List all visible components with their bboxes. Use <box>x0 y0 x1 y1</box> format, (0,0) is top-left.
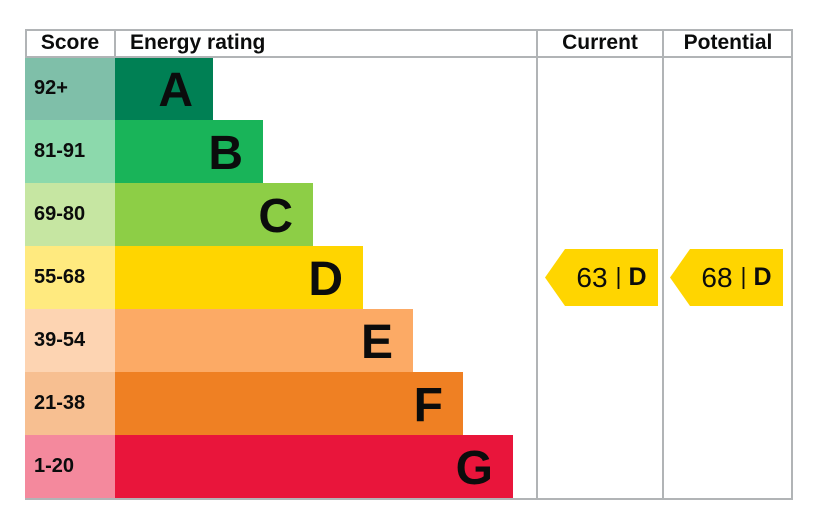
band-rows: 92+ A 81-91 B 69-80 C 55-68 D 39-54 <box>25 57 793 498</box>
band-bar-b: B <box>115 120 263 183</box>
score-column-divider <box>114 29 116 57</box>
table-header-row: Score Energy rating Current Potential <box>25 29 793 57</box>
table-left-border <box>25 29 27 57</box>
score-range-g: 1-20 <box>25 435 115 498</box>
current-rating-value: 63 <box>576 261 608 293</box>
band-bar-a: A <box>115 57 213 120</box>
header-divider-line <box>25 56 793 58</box>
score-range-a: 92+ <box>25 57 115 120</box>
score-range-e: 39-54 <box>25 309 115 372</box>
table-bottom-border <box>25 498 793 500</box>
band-letter-e: E <box>360 316 393 369</box>
band-letter-b: B <box>208 127 243 180</box>
band-bar-f: F <box>115 372 463 435</box>
band-bar-e: E <box>115 309 413 372</box>
potential-rating-value: 68 <box>701 261 733 293</box>
table-top-border <box>25 29 793 31</box>
band-letter-a: A <box>158 64 193 117</box>
potential-rating-band: D <box>753 263 772 291</box>
band-bar-g: G <box>115 435 513 498</box>
band-row-c: 69-80 C <box>25 183 793 246</box>
current-column-header: Current <box>562 31 638 54</box>
score-range-d: 55-68 <box>25 246 115 309</box>
band-letter-f: F <box>413 379 443 432</box>
score-column-header: Score <box>40 31 100 54</box>
potential-column-divider <box>662 29 664 500</box>
score-range-c: 69-80 <box>25 183 115 246</box>
score-range-b: 81-91 <box>25 120 115 183</box>
band-letter-g: G <box>455 442 493 495</box>
current-rating-band: D <box>628 263 647 291</box>
band-row-g: 1-20 G <box>25 435 793 498</box>
current-rating-arrow: 63 | D <box>545 249 658 306</box>
potential-column-header: Potential <box>683 31 773 54</box>
current-rating-separator: | <box>615 263 622 289</box>
band-row-e: 39-54 E <box>25 309 793 372</box>
band-bar-d: D <box>115 246 363 309</box>
potential-rating-separator: | <box>740 263 747 289</box>
band-row-a: 92+ A <box>25 57 793 120</box>
band-row-f: 21-38 F <box>25 372 793 435</box>
epc-rating-chart: Score Energy rating Current Potential 92… <box>25 29 793 500</box>
table-right-border <box>791 29 793 500</box>
band-row-d: 55-68 D <box>25 246 793 309</box>
score-range-f: 21-38 <box>25 372 115 435</box>
current-column-divider <box>536 29 538 500</box>
band-row-b: 81-91 B <box>25 120 793 183</box>
energy-rating-column-header: Energy rating <box>130 31 266 54</box>
potential-rating-arrow: 68 | D <box>670 249 783 306</box>
band-letter-d: D <box>308 253 343 306</box>
band-letter-c: C <box>258 190 293 243</box>
band-bar-c: C <box>115 183 313 246</box>
